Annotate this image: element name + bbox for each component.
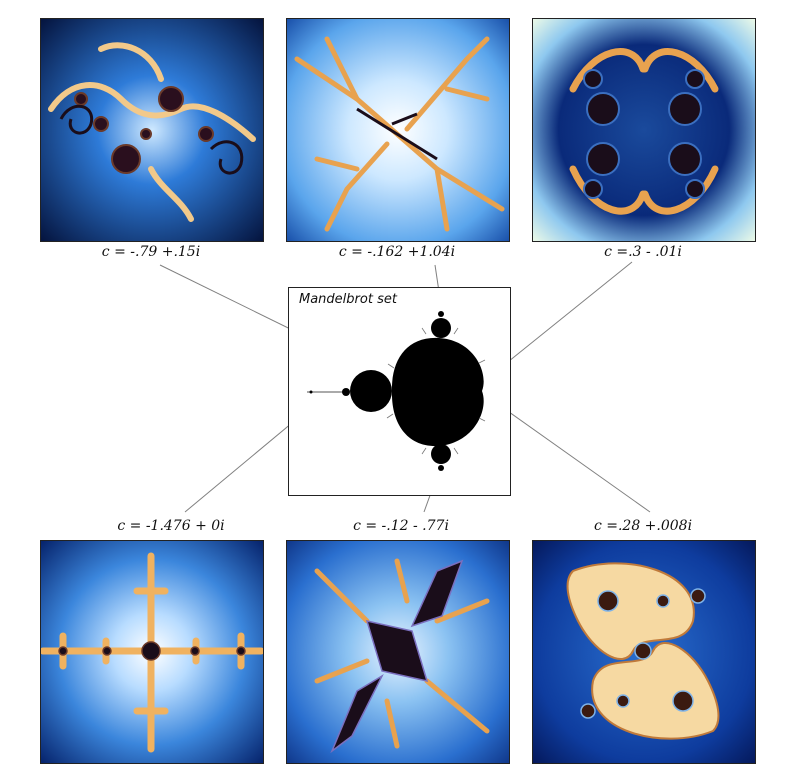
julia-image-bl (41, 541, 263, 763)
julia-image-tc (287, 19, 509, 241)
julia-panel-bc (286, 540, 510, 764)
julia-panel-br (532, 540, 756, 764)
julia-label-br: c =.28 +.008i (593, 518, 693, 534)
julia-image-tr (533, 19, 755, 241)
julia-label-tl: c = -.79 +.15i (101, 244, 201, 260)
mandelbrot-panel: Mandelbrot set (288, 287, 511, 496)
julia-panel-tl (40, 18, 264, 242)
julia-label-bc: c = -.12 - .77i (353, 518, 449, 534)
mandelbrot-title: Mandelbrot set (299, 292, 397, 307)
julia-image-tl (41, 19, 263, 241)
julia-image-bc (287, 541, 509, 763)
julia-label-bl: c = -1.476 + 0i (117, 518, 225, 534)
julia-label-tc: c = -.162 +1.04i (338, 244, 456, 260)
julia-panel-tr (532, 18, 756, 242)
julia-image-br (533, 541, 755, 763)
julia-panel-bl (40, 540, 264, 764)
mandelbrot-image (307, 311, 486, 471)
julia-label-tr: c =.3 - .01i (604, 244, 682, 260)
julia-panel-tc (286, 18, 510, 242)
